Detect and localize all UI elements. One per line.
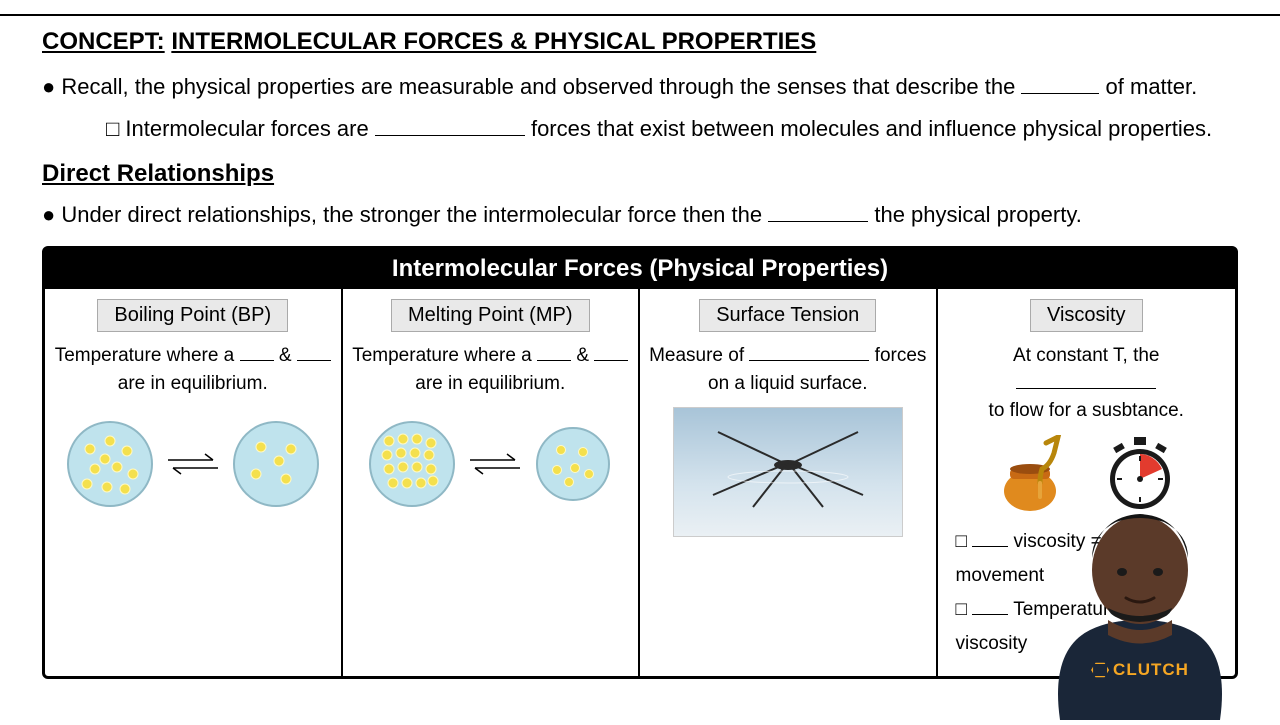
water-strider-icon bbox=[698, 417, 878, 517]
direct-line: Under direct relationships, the stronger… bbox=[42, 198, 1238, 232]
mp-text: Temperature where a & are in equilibrium… bbox=[351, 342, 631, 397]
presenter-image: CLUTCH bbox=[1030, 480, 1250, 720]
col-boiling-point: Boiling Point (BP) Temperature where a &… bbox=[45, 289, 343, 675]
pill-st: Surface Tension bbox=[699, 299, 876, 332]
intro-sub-b: forces that exist between molecules and … bbox=[525, 116, 1212, 141]
hexagon-icon bbox=[1091, 662, 1109, 678]
col-surface-tension: Surface Tension Measure of forces on a l… bbox=[640, 289, 938, 675]
gas-circle-icon bbox=[231, 419, 321, 509]
mp-diagram bbox=[351, 419, 631, 509]
blank bbox=[768, 200, 868, 222]
intro-sub-a: Intermolecular forces are bbox=[125, 116, 374, 141]
water-strider-image bbox=[673, 407, 903, 537]
bp-diagram bbox=[53, 419, 333, 509]
pill-mp: Melting Point (MP) bbox=[391, 299, 590, 332]
clutch-logo: CLUTCH bbox=[1091, 660, 1189, 680]
st-text: Measure of forces on a liquid surface. bbox=[648, 342, 928, 397]
visc-text: At constant T, the to flow for a susbtan… bbox=[946, 342, 1228, 425]
blank bbox=[375, 114, 525, 136]
equilibrium-arrow-icon bbox=[163, 449, 223, 479]
equilibrium-arrow-icon bbox=[465, 449, 525, 479]
bp-text: Temperature where a & are in equilibrium… bbox=[53, 342, 333, 397]
brand-text: CLUTCH bbox=[1113, 660, 1189, 680]
direct-a: Under direct relationships, the stronger… bbox=[61, 202, 768, 227]
concept-title: INTERMOLECULAR FORCES & PHYSICAL PROPERT… bbox=[171, 28, 816, 55]
blank bbox=[1021, 72, 1099, 94]
concept-heading: CONCEPT: INTERMOLECULAR FORCES & PHYSICA… bbox=[42, 28, 1238, 56]
liquid-circle-icon bbox=[65, 419, 155, 509]
intro-sub: Intermolecular forces are forces that ex… bbox=[106, 112, 1238, 146]
intro-text-a: Recall, the physical properties are meas… bbox=[61, 74, 1021, 99]
concept-label: CONCEPT: bbox=[42, 28, 165, 55]
col-melting-point: Melting Point (MP) Temperature where a &… bbox=[343, 289, 641, 675]
liquid-circle-small-icon bbox=[533, 424, 613, 504]
table-header: Intermolecular Forces (Physical Properti… bbox=[45, 249, 1235, 289]
direct-b: the physical property. bbox=[868, 202, 1082, 227]
section-heading: Direct Relationships bbox=[42, 160, 1238, 188]
solid-circle-icon bbox=[367, 419, 457, 509]
pill-visc: Viscosity bbox=[1030, 299, 1143, 332]
pill-bp: Boiling Point (BP) bbox=[97, 299, 288, 332]
intro-line: Recall, the physical properties are meas… bbox=[42, 70, 1238, 104]
intro-text-b: of matter. bbox=[1099, 74, 1197, 99]
